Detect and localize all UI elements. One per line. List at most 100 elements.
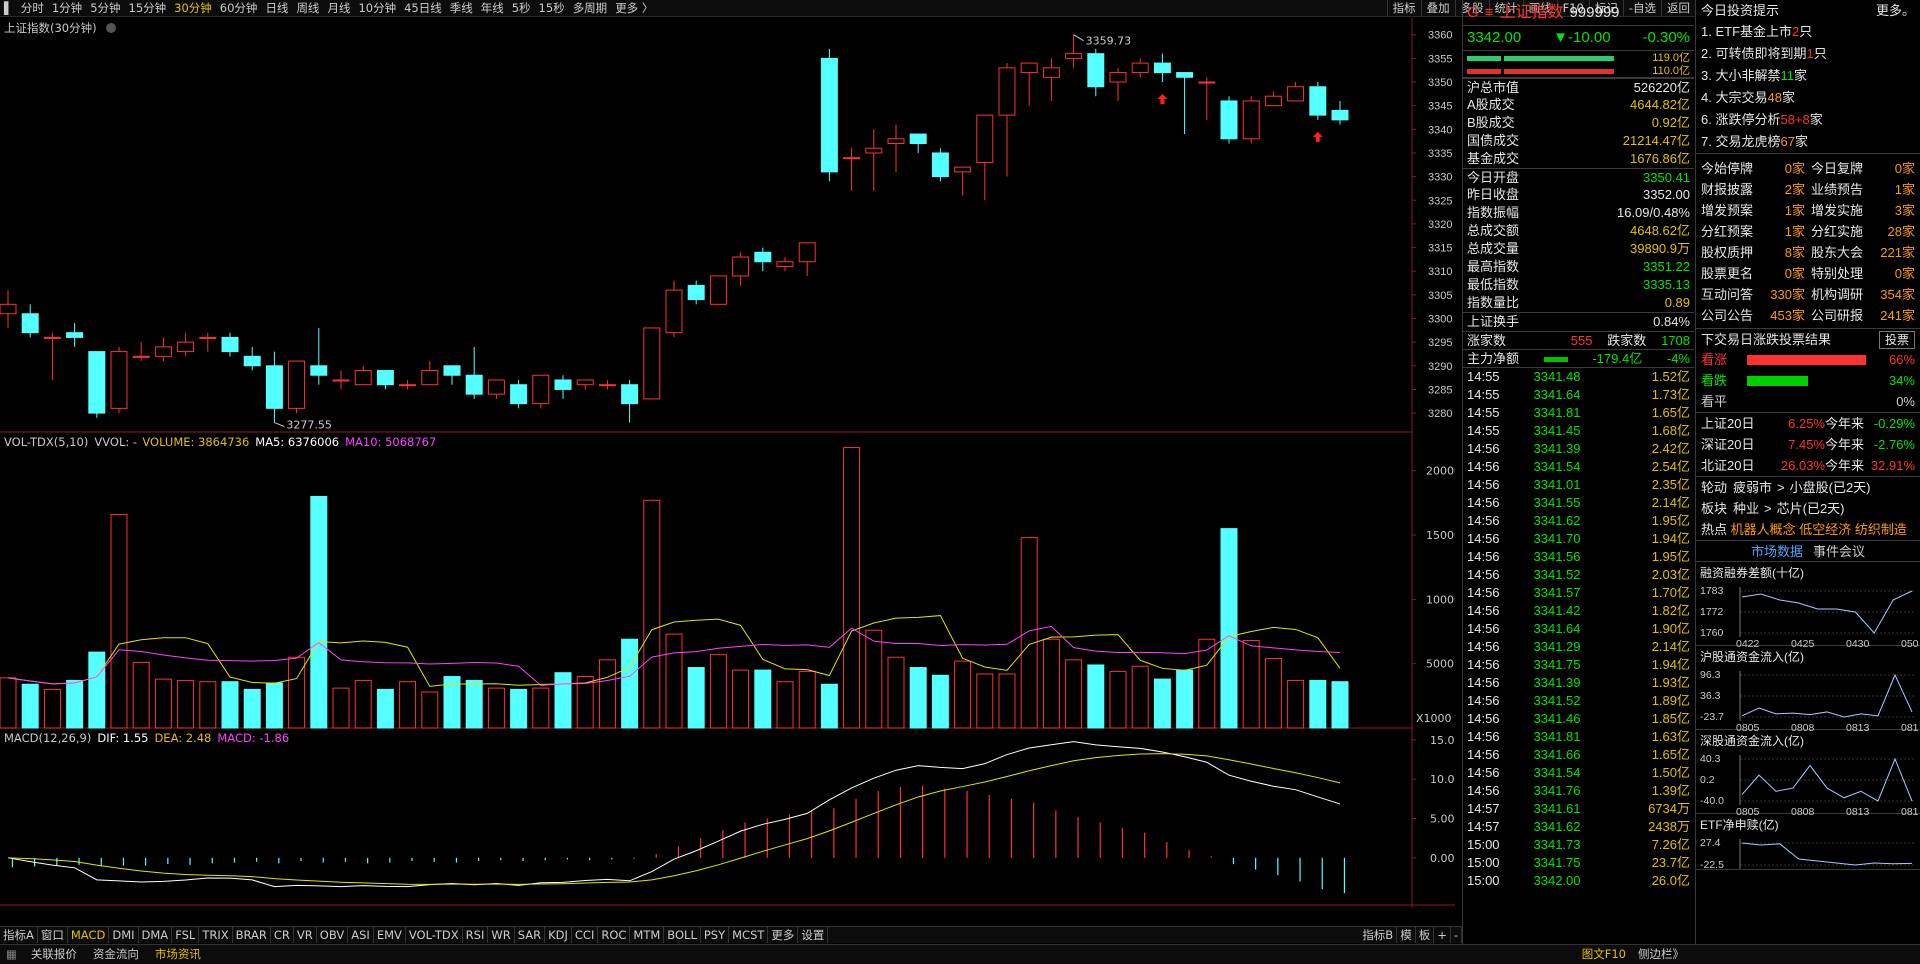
indicator-tab[interactable]: KDJ bbox=[545, 927, 572, 943]
candle[interactable] bbox=[754, 251, 772, 263]
market-tab[interactable]: 市场数据 bbox=[1750, 544, 1803, 559]
status-tab[interactable]: 关联报价 bbox=[30, 947, 77, 961]
period-tab[interactable]: 日线 bbox=[265, 1, 289, 15]
indicator-tab[interactable]: ROC bbox=[598, 927, 631, 943]
indicator-tab[interactable]: MTM bbox=[630, 927, 665, 943]
toolbar-tool-button[interactable]: F10 bbox=[1556, 0, 1589, 16]
indicator-tab[interactable]: TRIX bbox=[199, 927, 233, 943]
indicator-right-tab[interactable]: 板 bbox=[1416, 927, 1435, 943]
period-tab[interactable]: 45日线 bbox=[404, 1, 442, 15]
candle[interactable] bbox=[154, 346, 172, 357]
indicator-right-tab[interactable]: + bbox=[1434, 927, 1451, 943]
toolbar-tool-button[interactable]: 指标 bbox=[1386, 0, 1421, 16]
candle[interactable] bbox=[532, 374, 550, 405]
indicator-tab[interactable]: RSI bbox=[463, 927, 489, 943]
event-row[interactable]: 股权质押 8家 股东大会 221家 bbox=[1696, 242, 1920, 263]
candle[interactable] bbox=[1042, 67, 1060, 78]
toolbar-tool-button[interactable]: 统计 bbox=[1488, 0, 1523, 16]
candle[interactable] bbox=[776, 261, 794, 267]
candle[interactable] bbox=[931, 152, 949, 178]
period-tab[interactable]: 1分钟 bbox=[51, 1, 83, 15]
period-tab[interactable]: 分时 bbox=[20, 1, 44, 15]
candle[interactable] bbox=[976, 114, 994, 163]
toolbar-tool-button[interactable]: 画线 bbox=[1522, 0, 1557, 16]
candle[interactable] bbox=[0, 303, 17, 315]
indicator-tab[interactable]: WR bbox=[488, 927, 515, 943]
candle[interactable] bbox=[487, 379, 505, 395]
rotation-row[interactable]: 轮动 疲弱市 > 小盘股(已2天) bbox=[1696, 477, 1920, 498]
vote-button[interactable]: 投票 bbox=[1878, 331, 1915, 349]
tip-item[interactable]: 3. 大小非解禁11家 bbox=[1696, 65, 1920, 87]
indicator-tab[interactable]: EMV bbox=[374, 927, 406, 943]
candle[interactable] bbox=[1264, 95, 1282, 107]
indicator-tab[interactable]: CR bbox=[271, 927, 294, 943]
candle[interactable] bbox=[510, 384, 528, 405]
hot-topics[interactable]: 机器人概念 低空经济 纺织制造 bbox=[1730, 522, 1907, 537]
sidebar-toggle[interactable]: 侧边栏》 bbox=[1638, 947, 1684, 961]
candle[interactable] bbox=[221, 336, 239, 353]
candle[interactable] bbox=[887, 138, 905, 145]
indicator-tab[interactable]: 指标A bbox=[0, 927, 38, 943]
kline-chart-area[interactable]: 上证指数(30分钟) 3280 3285 3290 3295 3300 3305 3310 33… bbox=[0, 18, 1455, 908]
candle[interactable] bbox=[354, 370, 372, 386]
indicator-right-tab[interactable]: 指标B bbox=[1359, 927, 1398, 943]
period-tab[interactable]: 5分钟 bbox=[90, 1, 121, 15]
indicator-tab[interactable]: VR bbox=[294, 927, 317, 943]
candle[interactable] bbox=[798, 242, 816, 263]
period-tab[interactable]: 年线 bbox=[480, 1, 504, 15]
candle[interactable] bbox=[443, 365, 461, 376]
candle[interactable] bbox=[1020, 62, 1038, 74]
indicator-tab[interactable]: PSY bbox=[701, 927, 730, 943]
candle[interactable] bbox=[110, 351, 128, 409]
candle[interactable] bbox=[709, 275, 727, 305]
indicator-tab[interactable]: CCI bbox=[572, 927, 599, 943]
period-tab[interactable]: 多周期 bbox=[572, 1, 608, 15]
toolbar-tool-button[interactable]: 标记 bbox=[1588, 0, 1623, 16]
candle[interactable] bbox=[1065, 53, 1083, 59]
indicator-tab[interactable]: 更多 bbox=[768, 927, 799, 943]
candle[interactable] bbox=[43, 336, 61, 339]
candle[interactable] bbox=[554, 379, 572, 390]
period-tab[interactable]: 更多 〉 bbox=[615, 1, 654, 15]
period-tab[interactable]: 15秒 bbox=[538, 1, 565, 15]
candle[interactable] bbox=[399, 384, 417, 387]
candle[interactable] bbox=[1331, 109, 1349, 121]
candle[interactable] bbox=[843, 157, 861, 160]
indicator-tab[interactable]: BOLL bbox=[664, 927, 701, 943]
f10-link[interactable]: 图文F10 bbox=[1581, 947, 1626, 961]
event-row[interactable]: 分红预案 1家 分红实施 28家 bbox=[1696, 221, 1920, 242]
indicator-right-tab[interactable]: - bbox=[1451, 927, 1462, 943]
indicator-right-tab[interactable]: 模 bbox=[1397, 927, 1416, 943]
indicator-tab[interactable]: SAR bbox=[515, 927, 546, 943]
indicator-tab[interactable]: BRAR bbox=[233, 927, 271, 943]
candle[interactable] bbox=[732, 256, 750, 277]
candle[interactable] bbox=[376, 370, 394, 386]
candle[interactable] bbox=[1153, 62, 1171, 74]
candle[interactable] bbox=[199, 336, 217, 339]
candle[interactable] bbox=[576, 379, 594, 386]
candle[interactable] bbox=[265, 365, 283, 409]
indicator-tab[interactable]: OBV bbox=[317, 927, 349, 943]
indicator-tab[interactable]: MACD bbox=[68, 927, 110, 943]
candle[interactable] bbox=[687, 284, 705, 301]
indicator-tab[interactable]: 设置 bbox=[798, 927, 829, 943]
candle[interactable] bbox=[21, 313, 39, 334]
candle[interactable] bbox=[909, 133, 927, 145]
period-tab[interactable]: 周线 bbox=[296, 1, 320, 15]
period-tab[interactable]: 季线 bbox=[449, 1, 473, 15]
candle[interactable] bbox=[865, 147, 883, 154]
candle[interactable] bbox=[1131, 62, 1149, 74]
candle[interactable] bbox=[1309, 86, 1327, 116]
candle[interactable] bbox=[1287, 86, 1305, 102]
candle[interactable] bbox=[332, 379, 350, 382]
candle[interactable] bbox=[66, 332, 84, 338]
candle[interactable] bbox=[132, 355, 150, 358]
period-tab[interactable]: 10分钟 bbox=[358, 1, 397, 15]
grid-icon[interactable]: ▦ bbox=[6, 947, 17, 961]
status-tab[interactable]: 资金流向 bbox=[92, 947, 139, 961]
candle[interactable] bbox=[88, 351, 106, 414]
candle[interactable] bbox=[1087, 53, 1105, 88]
indicator-tab[interactable]: DMA bbox=[139, 927, 173, 943]
candle[interactable] bbox=[1242, 100, 1260, 140]
tip-item[interactable]: 4. 大宗交易48家 bbox=[1696, 87, 1920, 109]
